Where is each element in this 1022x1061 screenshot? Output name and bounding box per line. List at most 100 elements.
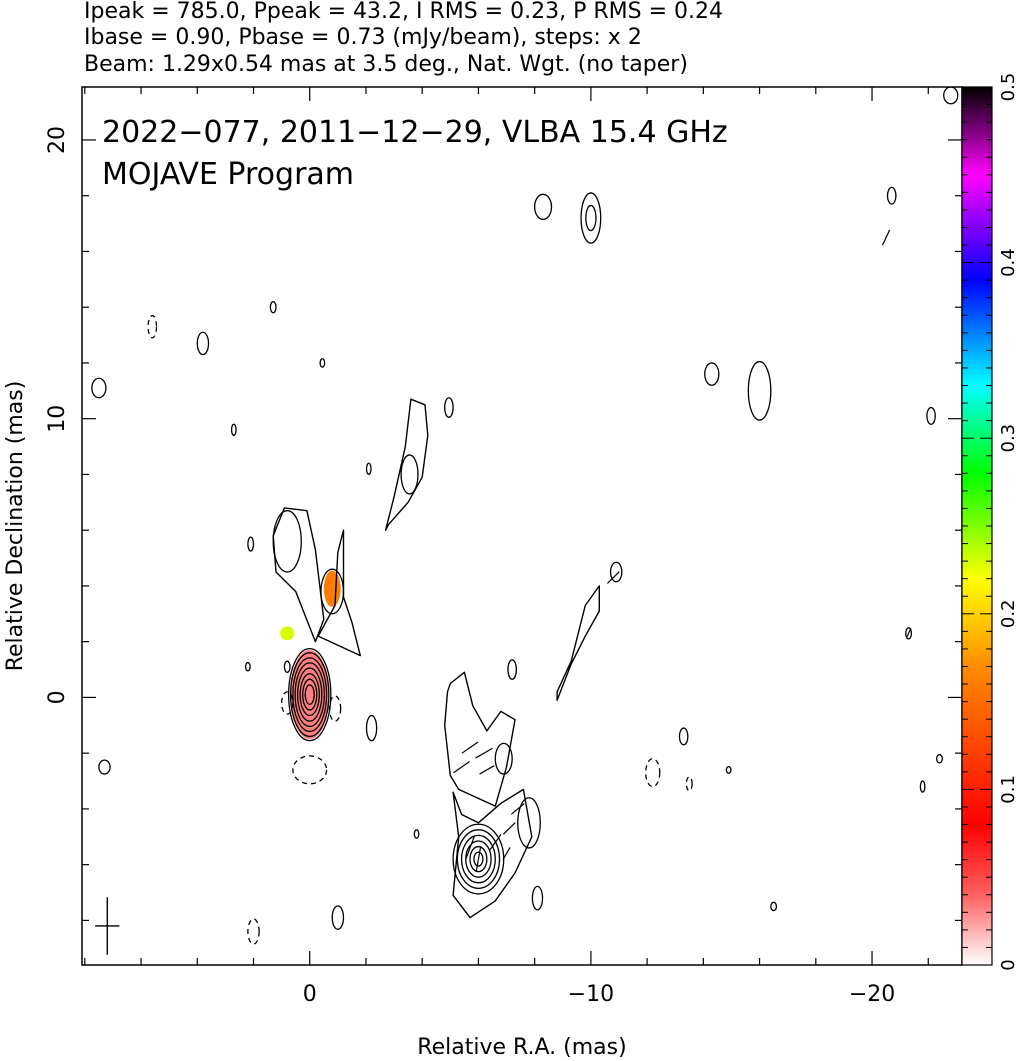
polarization-vector (489, 834, 502, 851)
core-contour (292, 657, 328, 733)
isolated-contour (244, 661, 251, 672)
isolated-contour (413, 829, 420, 839)
y-tick-label: 20 (45, 126, 70, 154)
polarization-vector (502, 847, 511, 860)
axis-ticks: 0 −10 −20 0 10 20 (45, 87, 962, 1007)
colorbar-tick-label: 0.2 (998, 599, 1019, 628)
plot-area (91, 87, 959, 955)
isolated-contour (919, 780, 926, 793)
isolated-contour (494, 742, 513, 775)
x-tick-label: 0 (303, 982, 317, 1007)
negative-contour (247, 918, 260, 945)
core-contour (296, 667, 323, 722)
colorbar-tick-label: 0.3 (998, 424, 1019, 453)
colorbar-tick-label: 0.5 (998, 73, 1019, 102)
negative-contour (645, 758, 661, 788)
negative-contour (280, 691, 294, 715)
isolated-contour (320, 568, 345, 615)
isolated-contour (444, 397, 454, 418)
jet-contour (444, 671, 516, 807)
isolated-contour (319, 358, 326, 368)
header-line-1: Ipeak = 785.0, Ppeak = 43.2, I RMS = 0.2… (84, 0, 723, 24)
polarization-vector (479, 765, 495, 775)
header-line-3: Beam: 1.29x0.54 mas at 3.5 deg., Nat. Wg… (84, 52, 688, 77)
isolated-contour (725, 765, 732, 774)
y-axis-title: Relative Declination (mas) (3, 381, 28, 672)
core-contour (299, 673, 320, 717)
negative-contour (292, 755, 328, 785)
isolated-contour (269, 300, 277, 314)
isolated-contour (196, 331, 210, 356)
core-contour (304, 684, 315, 706)
knot-contour (460, 834, 496, 884)
core-contour (302, 678, 318, 711)
jet-contour (452, 788, 533, 919)
isolated-contour (517, 797, 541, 849)
isolated-contour (365, 462, 372, 476)
knot-contour (473, 851, 484, 867)
colorbar-tick-label: 0.1 (998, 775, 1019, 804)
polarization-vector (453, 761, 470, 774)
negative-contour (328, 695, 342, 722)
polarization-vector (881, 229, 891, 246)
polarization-vector (606, 571, 620, 584)
polarization-vector (905, 628, 912, 639)
core-contour (287, 647, 332, 742)
core-contour (294, 662, 326, 728)
isolated-contour (747, 360, 772, 421)
isolated-contour (770, 901, 778, 912)
x-tick-label: −10 (568, 982, 614, 1007)
isolated-contour (534, 193, 553, 221)
isolated-contour (886, 186, 897, 205)
jet-contour (556, 585, 600, 701)
knot-contour (469, 845, 488, 873)
colorbar-tick-label: 0 (998, 959, 1019, 970)
isolated-contour (400, 454, 419, 495)
plot-title-line-2: MOJAVE Program (102, 157, 354, 192)
isolated-contour (331, 905, 345, 930)
isolated-contour (609, 561, 623, 583)
isolated-contour (531, 885, 544, 911)
negative-contour (147, 314, 158, 339)
colorbar-tick-label: 0.4 (998, 248, 1019, 277)
knot-contour (456, 829, 501, 889)
plot-frame (81, 86, 963, 966)
x-tick-label: −20 (849, 982, 895, 1007)
negative-contour (685, 776, 693, 792)
jet-contour (272, 507, 325, 643)
isolated-contour (98, 759, 111, 775)
polarization-vector (461, 741, 479, 754)
isolated-contour (247, 536, 255, 552)
isolated-contour (704, 362, 720, 386)
y-tick-label: 10 (45, 405, 70, 433)
jet-contour (384, 398, 429, 531)
isolated-contour (678, 727, 689, 746)
polarization-vector (510, 803, 525, 815)
colorbar-ticks: 0 0.1 0.2 0.3 0.4 0.5 (962, 73, 1019, 971)
x-axis-title: Relative R.A. (mas) (417, 1035, 626, 1060)
polarization-vector (502, 822, 516, 835)
isolated-contour (943, 87, 959, 105)
isolated-contour (936, 753, 943, 764)
polarization-color-patch (280, 626, 295, 641)
polarization-vector (475, 846, 482, 872)
y-tick-label: 0 (45, 690, 70, 704)
isolated-contour (585, 204, 597, 232)
isolated-contour (365, 714, 378, 742)
core-contour (289, 652, 330, 738)
jet-contour (317, 529, 361, 657)
isolated-contour (905, 627, 913, 640)
isolated-contour (580, 192, 602, 244)
polarization-vector (465, 835, 475, 860)
isolated-contour (283, 660, 291, 673)
isolated-contour (91, 377, 107, 399)
polarization-color-patch (323, 570, 341, 607)
plot-title-line-1: 2022−077, 2011−12−29, VLBA 15.4 GHz (102, 115, 728, 150)
isolated-contour (926, 406, 936, 425)
isolated-contour (507, 659, 518, 680)
isolated-contour (230, 423, 237, 437)
header-line-2: Ibase = 0.90, Pbase = 0.73 (mJy/beam), s… (84, 25, 642, 50)
polarization-vector (475, 747, 493, 759)
isolated-contour (272, 510, 302, 573)
